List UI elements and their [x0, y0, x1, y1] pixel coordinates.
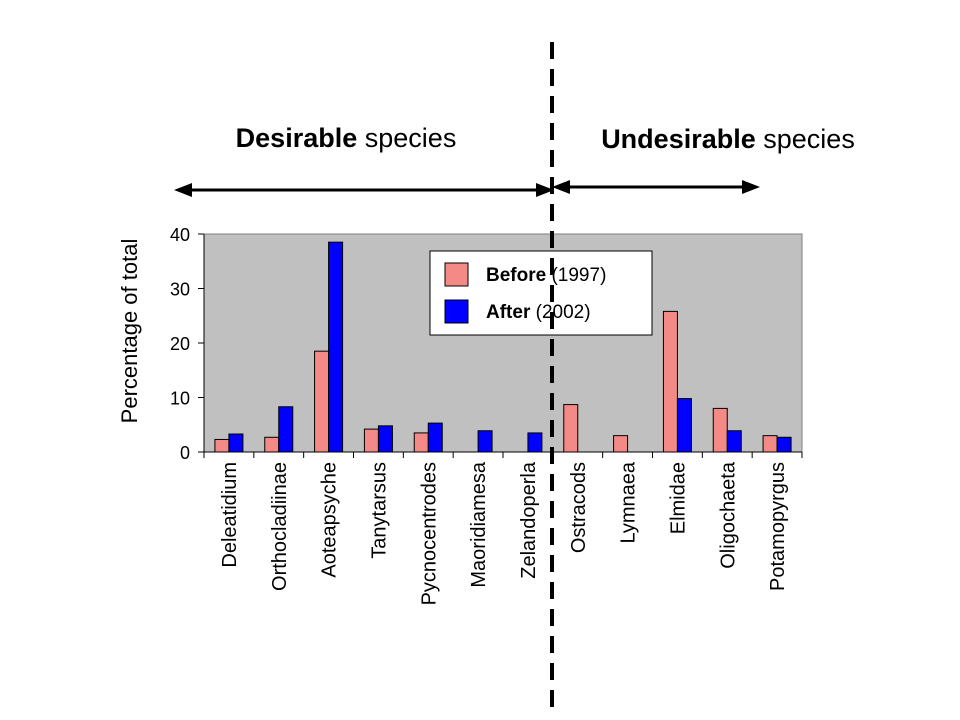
x-tick-label: Ostracods — [568, 462, 590, 553]
x-tick-label: Maoridiamesa — [468, 461, 490, 587]
bar-before-orthocladiinae — [264, 436, 280, 453]
legend-label-before: Before (1997) — [486, 265, 606, 286]
bar-after-potamopyrgus — [776, 436, 792, 453]
y-tick-label: 30 — [170, 280, 190, 300]
x-tick-label: Aoteapsyche — [319, 462, 341, 578]
bar-before-elmidae — [662, 310, 678, 453]
bar-before-pycnocentrodes — [413, 432, 429, 453]
x-tick-label: Deleatidium — [219, 462, 241, 568]
legend-label-after: After (2002) — [486, 302, 591, 323]
x-tick-label: Elmidae — [667, 462, 689, 534]
y-tick-label: 40 — [170, 225, 190, 245]
x-axis — [203, 451, 803, 458]
bar-before-oligochaeta — [712, 407, 728, 453]
bar-before-potamopyrgus — [762, 435, 778, 453]
y-tick-label: 20 — [170, 334, 190, 354]
bar-after-maoridiamesa — [477, 430, 493, 453]
legend: Before (1997) After (2002) — [429, 250, 653, 336]
bar-before-deleatidium — [214, 438, 230, 453]
bar-after-tanytarsus — [377, 425, 393, 453]
y-axis-label: Percentage of total — [117, 239, 142, 424]
y-tick-label: 10 — [170, 389, 190, 409]
bar-after-elmidae — [676, 398, 692, 453]
bar-before-aoteapsyche — [314, 350, 330, 453]
bar-after-deleatidium — [228, 433, 244, 453]
bar-after-orthocladiinae — [278, 406, 294, 453]
category-labels: Deleatidium Orthocladiinae Aoteapsyche Tany… — [219, 461, 789, 605]
bar-after-zelandoperla — [527, 432, 543, 453]
desirable-range-arrow — [174, 183, 554, 197]
undesirable-range-arrow — [552, 180, 760, 194]
bars — [214, 241, 792, 453]
x-tick-label: Lymnaea — [618, 461, 640, 543]
x-tick-label: Pycnocentrodes — [418, 462, 440, 605]
x-tick-label: Potamopyrgus — [767, 462, 789, 591]
legend-swatch-after — [444, 299, 469, 324]
x-tick-label: Orthocladiinae — [269, 462, 291, 591]
desirable-group-label: Desirable species — [236, 123, 457, 153]
bar-after-pycnocentrodes — [427, 422, 443, 453]
y-tick-label: 0 — [180, 443, 190, 463]
x-tick-label: Oligochaeta — [717, 461, 739, 569]
legend-swatch-before — [444, 262, 469, 287]
bar-before-ostracods — [563, 404, 579, 453]
bar-before-lymnaea — [613, 435, 629, 453]
bar-after-oligochaeta — [726, 430, 742, 453]
x-tick-label: Tanytarsus — [368, 462, 390, 559]
y-axis: 0 10 20 30 40 — [170, 225, 205, 463]
bar-before-tanytarsus — [363, 428, 379, 453]
bar-after-aoteapsyche — [328, 241, 344, 453]
undesirable-group-label: Undesirable species — [601, 124, 855, 154]
x-tick-label: Zelandoperla — [518, 461, 540, 579]
